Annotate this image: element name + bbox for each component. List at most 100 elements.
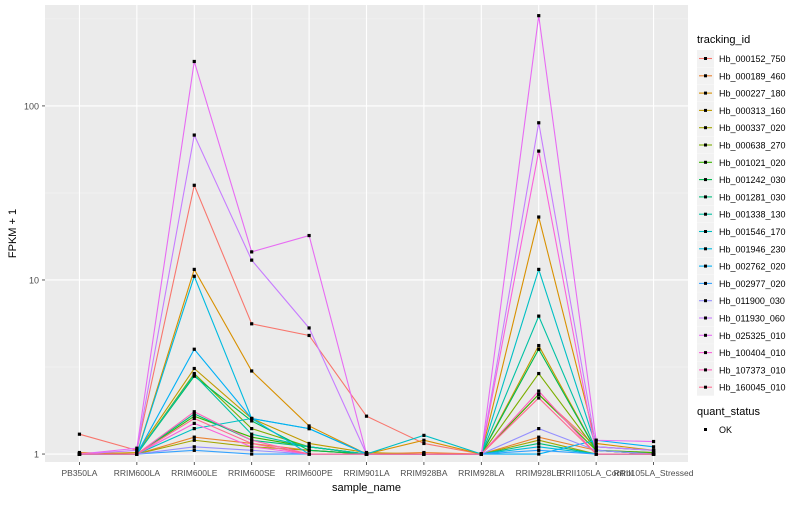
legend-key-point [704, 316, 707, 320]
data-point [307, 452, 311, 456]
data-point [192, 421, 196, 425]
data-point [651, 448, 656, 452]
legend-key-point [704, 333, 707, 337]
data-point [250, 445, 254, 449]
data-point [77, 432, 82, 436]
data-point [192, 412, 196, 416]
data-point [594, 445, 598, 449]
legend-key-point [704, 247, 707, 251]
legend-key-point [704, 281, 707, 285]
legend-label: Hb_001546_170 [719, 227, 786, 237]
legend-label: Hb_002977_020 [719, 279, 786, 289]
data-point [192, 448, 196, 452]
data-point [192, 267, 196, 272]
data-point [250, 432, 254, 436]
legend-title: tracking_id [697, 34, 750, 46]
legend-label: Hb_001242_030 [719, 175, 786, 185]
data-point [192, 445, 196, 449]
x-tick-label: RRIM600SE [228, 468, 276, 478]
data-point [307, 326, 311, 330]
data-point [537, 14, 541, 18]
legend-key-point [704, 91, 707, 95]
shape-legend-items: OK [697, 421, 732, 438]
x-tick-label: RRIM901LA [343, 468, 390, 478]
legend-key-point [704, 57, 707, 60]
data-point [594, 452, 598, 456]
data-point [250, 448, 254, 452]
legend-key-point [704, 230, 707, 233]
data-point [192, 438, 196, 442]
shape-legend-label: OK [719, 425, 732, 435]
data-point [537, 452, 541, 456]
data-point [250, 441, 254, 446]
legend-key-point [704, 108, 707, 112]
legend-key-point [704, 385, 707, 389]
shape-legend-title: quant_status [697, 406, 760, 418]
major-gridlines [45, 5, 688, 462]
y-tick-label: 1 [34, 450, 39, 460]
data-point [307, 445, 311, 449]
data-point [537, 343, 541, 348]
legend-key-point [704, 351, 707, 355]
x-tick-label: RRIM600PE [285, 468, 333, 478]
data-point [537, 314, 541, 318]
legend-label: Hb_011930_060 [719, 314, 785, 324]
data-point [250, 250, 254, 254]
data-point [135, 448, 139, 452]
data-point [192, 347, 196, 351]
data-point [192, 274, 196, 278]
legend-label: Hb_100404_010 [719, 348, 786, 358]
data-point [537, 438, 541, 442]
data-point [537, 121, 541, 125]
data-point [192, 416, 196, 421]
legend-label: Hb_001021_020 [719, 158, 786, 168]
x-tick-label: RRIM600LA [114, 468, 161, 478]
data-point [594, 448, 598, 452]
data-point [250, 369, 254, 373]
x-tick-label: RRIM600LE [171, 468, 218, 478]
series-points [77, 14, 656, 456]
data-point [537, 215, 541, 219]
x-axis: PB350LA RRIM600LA RRIM600LE RRIM600SE RRIM60… [61, 462, 694, 478]
data-point [594, 438, 598, 442]
legend-label: Hb_001281_030 [719, 192, 786, 202]
legend-key-point [704, 143, 707, 147]
data-point [307, 333, 311, 338]
data-point [77, 452, 82, 456]
data-point [537, 441, 541, 446]
legend-label: Hb_107373_010 [719, 365, 786, 375]
data-point [537, 267, 541, 272]
legend-label: Hb_000638_270 [719, 141, 786, 151]
x-tick-label: RRII105LA_Control [559, 468, 633, 478]
data-point [250, 438, 254, 442]
data-point [594, 441, 598, 446]
data-point [307, 448, 311, 452]
data-point [250, 452, 254, 456]
legend-items: Hb_000152_750 Hb_000189_460 Hb_000227_180 H… [697, 50, 786, 396]
data-point [422, 438, 426, 442]
legend-key-point [704, 160, 707, 164]
legend-label: Hb_000189_460 [719, 71, 786, 81]
legend-key-point [704, 178, 707, 182]
legend-key-point [704, 264, 707, 268]
data-point [192, 59, 196, 64]
data-point [307, 424, 311, 428]
legend-label: Hb_011900_030 [719, 296, 785, 306]
data-point [192, 133, 196, 137]
data-point [250, 258, 254, 262]
data-point [135, 452, 139, 456]
legend-label: Hb_025325_010 [719, 331, 786, 341]
data-point [479, 452, 483, 456]
x-axis-title: sample_name [332, 482, 401, 494]
legend-key-point [704, 126, 707, 130]
data-point [537, 149, 541, 153]
data-point [537, 396, 541, 400]
data-point [364, 414, 369, 418]
data-point [307, 441, 311, 446]
data-point [192, 183, 196, 187]
x-tick-label: PB350LA [61, 468, 97, 478]
data-point [537, 347, 541, 351]
y-axis: 1 10 100 [24, 101, 45, 460]
y-tick-label: 100 [24, 101, 39, 111]
